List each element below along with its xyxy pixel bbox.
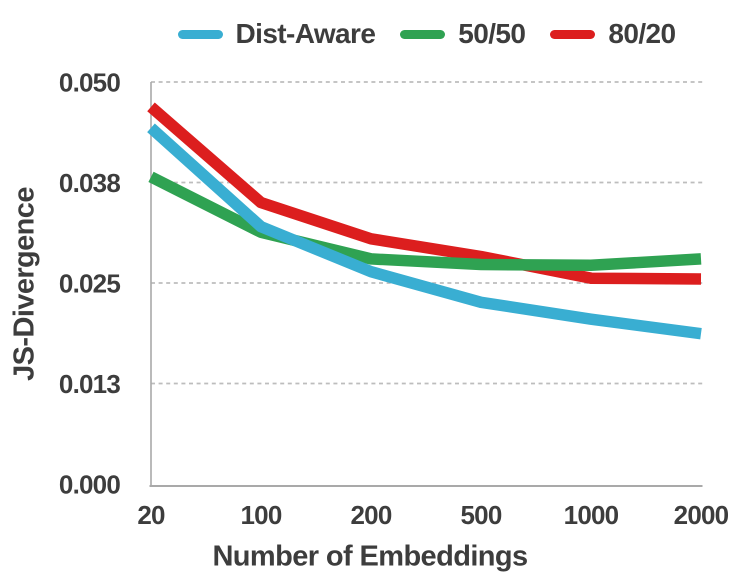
y-axis-title: JS-Divergence — [8, 187, 41, 381]
x-tick-label: 500 — [461, 500, 502, 530]
legend: Dist-Aware 50/50 80/20 — [151, 15, 702, 53]
legend-label: 80/20 — [608, 18, 676, 49]
legend-item-dist-aware: Dist-Aware — [177, 18, 376, 49]
x-tick-label: 200 — [351, 500, 392, 530]
y-tick-label: 0.000 — [59, 470, 120, 500]
legend-label: 50/50 — [458, 18, 526, 49]
y-tick-label: 0.038 — [59, 168, 120, 198]
x-tick-label: 100 — [241, 500, 282, 530]
x-tick-label: 2000 — [674, 500, 729, 530]
series-line-dist-aware — [147, 123, 702, 340]
legend-swatch-icon — [177, 29, 223, 39]
x-tick-label: 1000 — [564, 500, 619, 530]
series-line-50-50 — [148, 171, 702, 272]
y-tick-label: 0.025 — [59, 269, 120, 299]
y-tick-label: 0.050 — [59, 68, 120, 98]
legend-label: Dist-Aware — [235, 18, 376, 49]
y-tick-label: 0.013 — [59, 369, 120, 399]
legend-swatch-icon — [550, 29, 596, 39]
legend-item-80-20: 80/20 — [550, 18, 676, 49]
legend-item-50-50: 50/50 — [400, 18, 526, 49]
legend-swatch-icon — [400, 29, 446, 39]
x-tick-label: 20 — [137, 500, 165, 530]
series-line-80-20 — [147, 102, 702, 285]
x-axis-title: Number of Embeddings — [212, 540, 528, 573]
